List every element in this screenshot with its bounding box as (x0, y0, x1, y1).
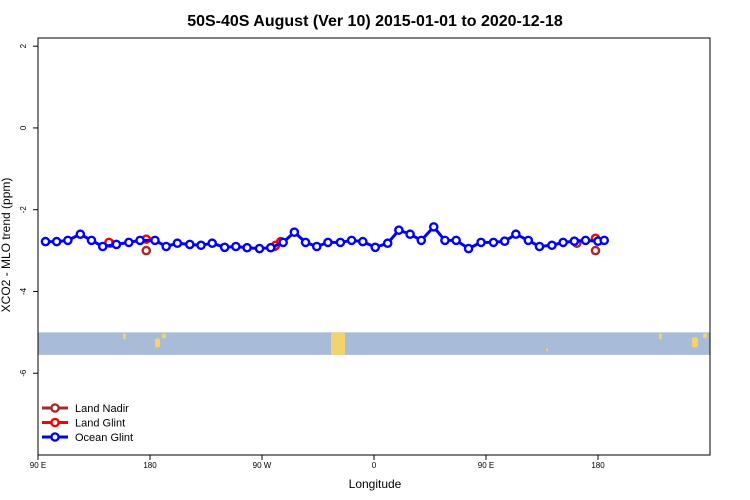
data-point-ocean-glint (289, 227, 300, 237)
data-point-ocean-glint (242, 242, 252, 253)
series-layer (40, 222, 610, 256)
data-point-ocean-glint (219, 242, 230, 253)
data-point-ocean-glint (265, 242, 276, 253)
land-patch (692, 337, 698, 348)
data-point-ocean-glint (357, 236, 368, 247)
legend-swatch-marker (50, 417, 60, 428)
data-point-ocean-glint (499, 236, 510, 246)
legend-item-ocean-glint: Ocean Glint (42, 432, 133, 444)
data-point-ocean-glint (97, 241, 108, 252)
land-patch (703, 333, 707, 339)
data-point-ocean-glint (40, 236, 51, 247)
x-tick-label: 90 W (253, 461, 272, 470)
legend: Land Nadir Land Glint Ocean Glint (42, 403, 133, 444)
y-tick-label: 0 (19, 125, 28, 130)
data-point-ocean-glint (161, 241, 171, 252)
data-point-ocean-glint (416, 235, 427, 246)
y-axis-label: XCO2 - MLO trend (ppm) (0, 178, 13, 313)
x-tick-label: 180 (143, 461, 157, 470)
legend-label: Ocean Glint (75, 432, 133, 444)
data-point-ocean-glint (311, 241, 322, 252)
series-ocean-glint (40, 222, 610, 254)
land-patch (155, 338, 160, 348)
data-point-ocean-glint (569, 236, 580, 246)
y-tick-label: -2 (19, 206, 28, 214)
data-point-ocean-glint (511, 229, 521, 240)
land-patch (123, 333, 126, 340)
data-point-ocean-glint (63, 235, 73, 246)
data-point-ocean-glint (185, 239, 195, 250)
data-point-ocean-glint (440, 235, 450, 246)
chart-title: 50S-40S August (Ver 10) 2015-01-01 to 20… (187, 13, 563, 30)
data-point-ocean-glint (75, 229, 86, 240)
data-point-land-nadir (141, 245, 152, 256)
data-point-ocean-glint (558, 237, 568, 248)
data-point-ocean-glint (451, 235, 461, 246)
data-point-ocean-glint (382, 238, 393, 249)
data-point-ocean-glint (300, 237, 311, 248)
land-patch (331, 332, 345, 355)
x-axis-label: Longitude (349, 477, 402, 491)
legend-item-land-nadir: Land Nadir (42, 403, 129, 415)
data-point-ocean-glint (323, 237, 333, 248)
y-tick-label: -4 (19, 287, 28, 295)
data-point-ocean-glint (231, 241, 241, 252)
data-point-ocean-glint (254, 243, 265, 254)
data-point-ocean-glint (488, 237, 499, 248)
data-point-ocean-glint (335, 237, 346, 248)
data-point-ocean-glint (547, 240, 557, 251)
legend-item-land-glint: Land Glint (42, 418, 125, 430)
legend-label: Land Glint (75, 418, 125, 430)
legend-swatch-marker (50, 403, 60, 413)
data-point-ocean-glint (463, 243, 474, 254)
data-point-ocean-glint (428, 222, 439, 232)
data-point-ocean-glint (124, 237, 134, 248)
land-patch (659, 333, 662, 340)
data-point-ocean-glint (150, 235, 160, 246)
x-tick-label: 180 (591, 461, 605, 470)
data-point-ocean-glint (370, 242, 381, 253)
land-patch (546, 348, 548, 352)
x-axis: 90 E 180 90 W 0 90 E 180 (30, 455, 605, 470)
legend-label: Land Nadir (75, 403, 129, 415)
data-point-ocean-glint (51, 236, 62, 247)
data-point-ocean-glint (394, 225, 404, 235)
land-band (38, 332, 710, 355)
x-tick-label: 90 E (30, 461, 46, 470)
y-axis: 2 0 -2 -4 -6 (19, 43, 38, 377)
y-tick-label: 2 (19, 43, 28, 48)
data-point-ocean-glint (278, 237, 288, 248)
data-point-ocean-glint (580, 235, 591, 246)
data-point-ocean-glint (476, 237, 486, 248)
data-point-ocean-glint (196, 240, 206, 251)
data-point-ocean-glint (111, 239, 122, 250)
data-point-ocean-glint (405, 229, 415, 240)
x-tick-label: 0 (372, 461, 377, 470)
y-tick-label: -6 (19, 369, 28, 377)
legend-swatch-marker (50, 432, 60, 442)
ocean-strip (38, 332, 710, 355)
x-tick-label: 90 E (478, 461, 494, 470)
data-point-ocean-glint (523, 235, 534, 246)
data-point-ocean-glint (346, 235, 357, 246)
data-point-ocean-glint (172, 238, 183, 249)
data-point-ocean-glint (86, 235, 97, 246)
data-point-ocean-glint (534, 241, 545, 252)
land-patch (162, 333, 166, 339)
data-point-ocean-glint (599, 235, 610, 246)
data-point-ocean-glint (135, 235, 145, 246)
data-point-land-nadir (590, 245, 601, 256)
data-point-ocean-glint (207, 238, 218, 249)
